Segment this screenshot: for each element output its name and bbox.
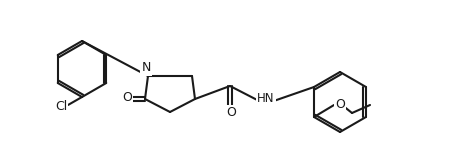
Text: HN: HN — [257, 92, 274, 105]
Text: Cl: Cl — [55, 100, 67, 113]
Text: O: O — [334, 98, 344, 111]
Text: N: N — [141, 62, 150, 74]
Text: O: O — [122, 92, 132, 104]
Text: O: O — [226, 106, 235, 120]
